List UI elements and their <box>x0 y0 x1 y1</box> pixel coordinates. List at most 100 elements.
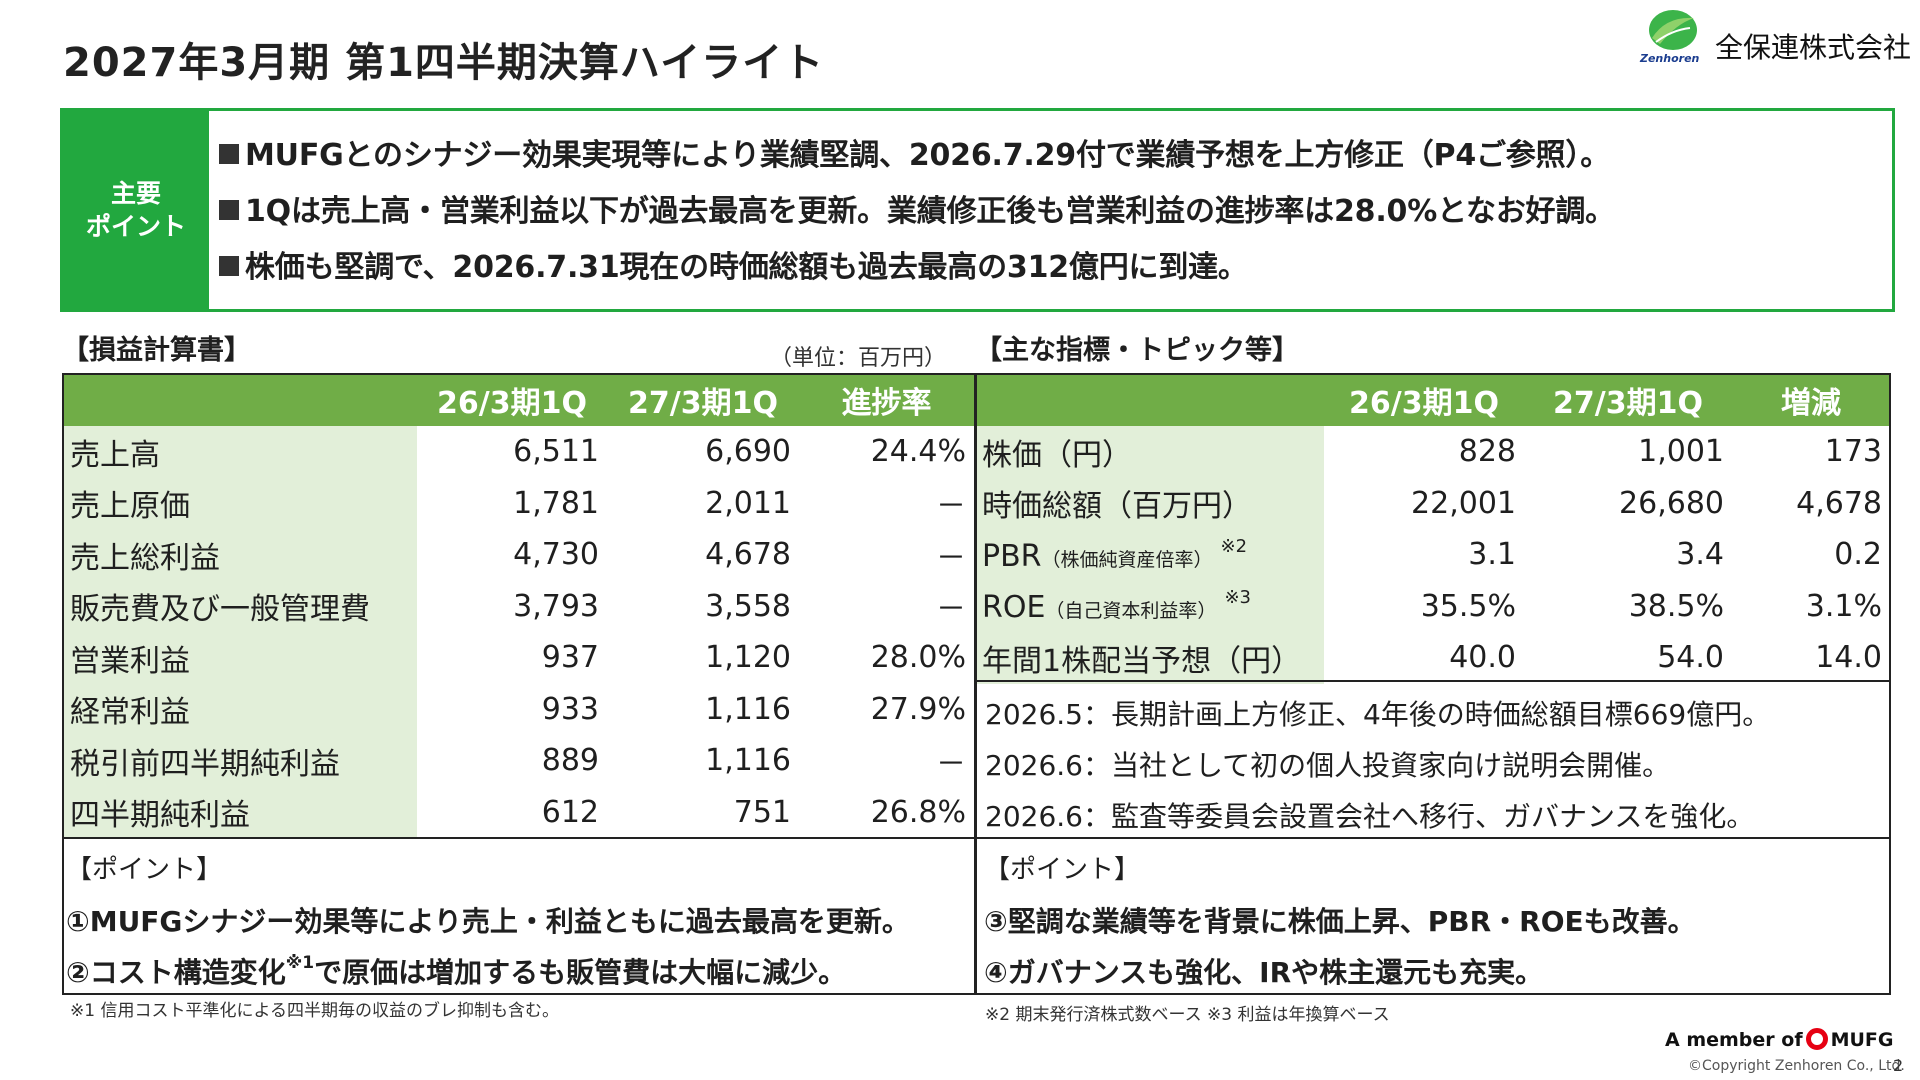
table-header-cell <box>62 373 417 426</box>
table-cell: 1,001 <box>1638 434 1724 470</box>
page-number: 2 <box>1893 1056 1904 1075</box>
company-name: 全保連株式会社 <box>1715 31 1912 64</box>
table-cell: 3.1% <box>1805 588 1882 624</box>
table-cell: 6,511 <box>513 434 599 470</box>
divider <box>975 680 1891 682</box>
table-row: 株価（円） 828 1,001 173 <box>974 426 1890 478</box>
row-label: 経常利益 <box>62 683 417 735</box>
table-cell: 0.2 <box>1834 537 1882 573</box>
table-cell: 40.0 <box>1449 640 1516 676</box>
row-label: ROE（自己資本利益率） ※3 <box>974 580 1324 632</box>
table-row: 営業利益 937 1,120 28.0% <box>62 632 974 684</box>
point-text: ②コスト構造変化 <box>66 956 286 989</box>
footnote-ref: ※3 <box>1224 587 1251 609</box>
key-points-box: 主要 ポイント MUFGとのシナジー効果実現等により業績堅調、2026.7.29… <box>60 108 1895 312</box>
table-row: 売上総利益 4,730 4,678 － <box>62 529 974 581</box>
table-cell: 4,678 <box>1796 485 1882 521</box>
key-point-text: 1Qは売上高・営業利益以下が過去最高を更新。業績修正後も営業利益の進捗率は28.… <box>245 194 1615 229</box>
row-label-text: ROE <box>982 590 1046 626</box>
table-row: 売上原価 1,781 2,011 － <box>62 477 974 529</box>
key-points-label-line1: 主要 <box>110 179 161 208</box>
table-cell: 1,781 <box>513 485 599 521</box>
table-cell: 4,730 <box>513 537 599 573</box>
table-header-row: 26/3期1Q 27/3期1Q 増減 <box>974 373 1890 426</box>
table-cell: 1,116 <box>705 743 791 779</box>
table-cell: 1,120 <box>705 640 791 676</box>
row-label-note: （自己資本利益率） <box>1045 600 1217 623</box>
row-label-text: 時価総額（百万円） <box>982 489 1252 525</box>
table-row: 税引前四半期純利益 889 1,116 － <box>62 735 974 787</box>
table-cell: 6,690 <box>705 434 791 470</box>
table-row: 経常利益 933 1,116 27.9% <box>62 683 974 735</box>
row-label: 四半期純利益 <box>62 786 417 838</box>
row-label: 税引前四半期純利益 <box>62 735 417 787</box>
table-cell: 933 <box>541 691 599 727</box>
table-cell: 751 <box>733 794 791 830</box>
income-statement-title: 【損益計算書】 <box>62 335 251 366</box>
table-row: ROE（自己資本利益率） ※3 35.5% 38.5% 3.1% <box>974 580 1890 632</box>
row-label: 売上総利益 <box>62 529 417 581</box>
table-row: 時価総額（百万円） 22,001 26,680 4,678 <box>974 477 1890 529</box>
table-cell: － <box>936 540 966 576</box>
indicators-title: 【主な指標・トピック等】 <box>975 335 1299 366</box>
bullet-square-icon <box>219 144 239 164</box>
indicators-table: 26/3期1Q 27/3期1Q 増減 株価（円） 828 1,001 173 時価総額（… <box>974 373 1890 684</box>
table-cell: 937 <box>541 640 599 676</box>
table-cell: 38.5% <box>1628 588 1724 624</box>
point-text: で原価は増加するも販管費は大幅に減少。 <box>314 956 847 989</box>
indicators-point-heading: 【ポイント】 <box>984 855 1141 885</box>
page-title: 2027年3月期 第1四半期決算ハイライト <box>63 40 825 86</box>
table-header-row: 26/3期1Q 27/3期1Q 進捗率 <box>62 373 974 426</box>
table-cell: 35.5% <box>1420 588 1516 624</box>
table-cell: 3,558 <box>705 588 791 624</box>
table-header-cell: 27/3期1Q <box>1524 373 1732 426</box>
table-cell: 3.4 <box>1676 537 1724 573</box>
topic-item: 2026.6：当社として初の個人投資家向け説明会開催。 <box>985 749 1671 782</box>
table-cell: 173 <box>1824 434 1882 470</box>
income-footnote: ※1 信用コスト平準化による四半期毎の収益のブレ抑制も含む。 <box>70 1001 559 1021</box>
divider <box>62 837 1891 839</box>
table-cell: 54.0 <box>1657 640 1724 676</box>
table-cell: 22,001 <box>1411 485 1516 521</box>
table-row: 四半期純利益 612 751 26.8% <box>62 786 974 838</box>
row-label: 売上原価 <box>62 477 417 529</box>
key-point-text: 株価も堅調で、2026.7.31現在の時価総額も過去最高の312億円に到達。 <box>245 250 1248 285</box>
key-points-label: 主要 ポイント <box>63 111 209 309</box>
table-cell: 26.8% <box>870 794 966 830</box>
table-cell: － <box>936 489 966 525</box>
table-cell: 828 <box>1458 434 1516 470</box>
table-cell: 3,793 <box>513 588 599 624</box>
topic-item: 2026.5：長期計画上方修正、4年後の時価総額目標669億円。 <box>985 698 1771 731</box>
indicators-footnote: ※2 期末発行済株式数ベース ※3 利益は年換算ベース <box>985 1005 1390 1025</box>
key-point-item: 1Qは売上高・営業利益以下が過去最高を更新。業績修正後も営業利益の進捗率は28.… <box>219 187 1892 243</box>
table-cell: 2,011 <box>705 485 791 521</box>
key-points-label-line2: ポイント <box>85 212 186 241</box>
row-label-note: （株価純資産倍率） <box>1041 548 1213 571</box>
mufg-logo-icon <box>1805 1028 1828 1050</box>
table-cell: 24.4% <box>870 434 966 470</box>
table-row: 年間1株配当予想（円） 40.0 54.0 14.0 <box>974 632 1890 684</box>
footnote-ref: ※2 <box>1220 535 1248 557</box>
income-statement-table: 26/3期1Q 27/3期1Q 進捗率 売上高 6,511 6,690 24.4% 売上… <box>62 373 974 838</box>
key-point-item: MUFGとのシナジー効果実現等により業績堅調、2026.7.29付で業績予想を上… <box>219 131 1892 187</box>
table-cell: － <box>936 746 966 782</box>
copyright: ©Copyright Zenhoren Co., Ltd. <box>1688 1058 1905 1074</box>
row-label: 営業利益 <box>62 632 417 684</box>
income-point-2: ②コスト構造変化※1で原価は増加するも販管費は大幅に減少。 <box>66 951 846 991</box>
logo-english-name: Zenhoren <box>1640 52 1700 65</box>
key-point-item: 株価も堅調で、2026.7.31現在の時価総額も過去最高の312億円に到達。 <box>219 243 1892 299</box>
row-label: PBR（株価純資産倍率） ※2 <box>974 529 1324 581</box>
table-header-cell: 27/3期1Q <box>607 373 799 426</box>
table-cell: 1,116 <box>705 691 791 727</box>
unit-label: （単位：百万円） <box>770 346 947 371</box>
table-header-cell: 進捗率 <box>799 373 974 426</box>
zenhoren-leaf-logo-icon <box>1649 10 1697 50</box>
income-point-1: ①MUFGシナジー効果等により売上・利益ともに過去最高を更新。 <box>66 905 910 938</box>
member-prefix: A member of <box>1665 1029 1803 1051</box>
row-label-text: 株価（円） <box>982 437 1132 473</box>
table-cell: － <box>936 592 966 628</box>
table-header-cell <box>974 373 1324 426</box>
key-point-text: MUFGとのシナジー効果実現等により業績堅調、2026.7.29付で業績予想を上… <box>245 138 1611 173</box>
indicators-point-4: ④ガバナンスも強化、IRや株主還元も充実。 <box>984 956 1544 989</box>
bullet-square-icon <box>219 256 239 276</box>
